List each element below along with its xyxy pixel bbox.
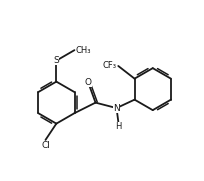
Text: CH₃: CH₃ <box>76 46 91 55</box>
Text: O: O <box>85 78 92 87</box>
Text: Cl: Cl <box>41 141 50 150</box>
Text: S: S <box>53 56 59 65</box>
Text: N: N <box>113 104 120 113</box>
Text: CF₃: CF₃ <box>103 62 117 70</box>
Text: H: H <box>115 122 122 131</box>
